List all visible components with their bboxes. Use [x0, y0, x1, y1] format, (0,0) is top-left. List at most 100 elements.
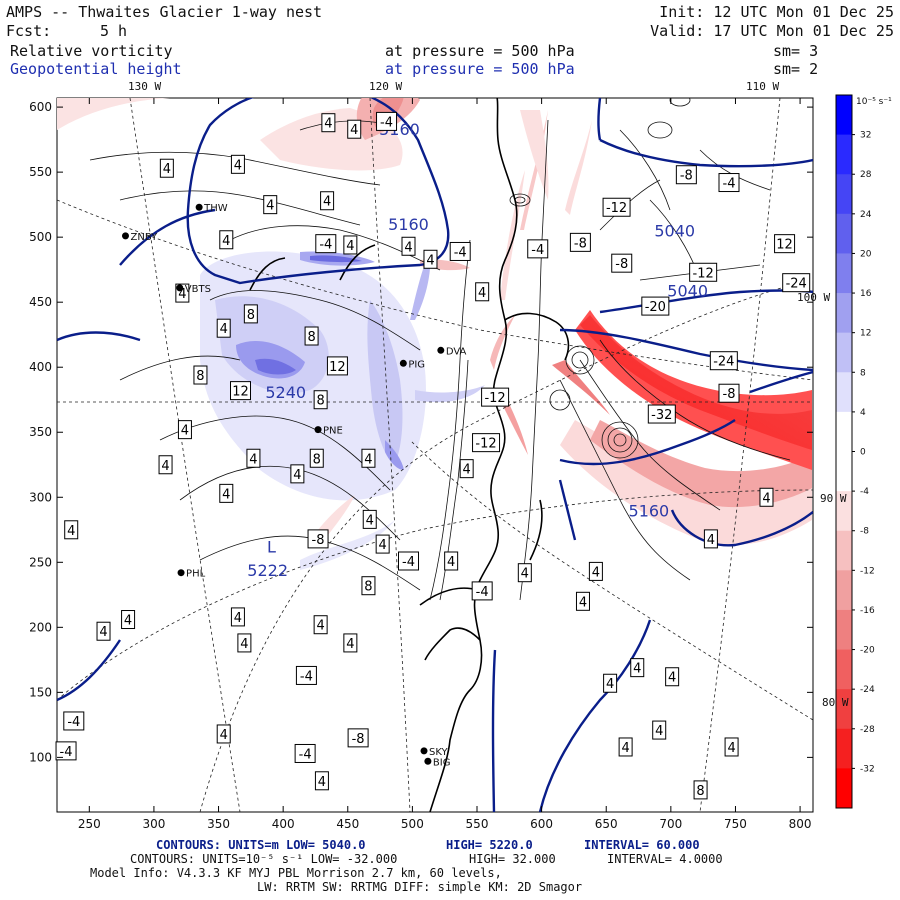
vorticity-label-text: 8 [313, 452, 321, 467]
vorticity-label-box [449, 241, 471, 261]
vorticity-label: -4 [295, 665, 317, 685]
vorticity-label: -4 [376, 111, 398, 131]
vorticity-label-box [294, 743, 316, 763]
vorticity-label: 8 [361, 576, 376, 596]
x-tick-label: 450 [336, 817, 359, 831]
vorticity-label-text: 4 [324, 117, 332, 132]
vorticity-label-box [64, 520, 79, 540]
low-center-marker: L [267, 538, 276, 557]
height-contours [57, 98, 813, 812]
vorticity-label-box [569, 232, 591, 252]
vorticity-label-box [641, 296, 670, 316]
vorticity-label-text: 4 [606, 677, 614, 692]
vorticity-label-text: 4 [318, 775, 326, 790]
colorbar-swatch [836, 411, 852, 452]
vorticity-label-text: 4 [447, 555, 455, 570]
vorticity-label-box [321, 113, 336, 133]
vorticity-label-box [423, 249, 438, 269]
vorticity-label-text: 12 [776, 238, 793, 253]
vorticity-label-text: 4 [521, 567, 529, 582]
vorticity-label-text: 4 [124, 614, 132, 629]
vorticity-label: 4 [618, 737, 633, 757]
colorbar-tick-label: -20 [860, 646, 875, 656]
vorticity-label: 4 [575, 591, 590, 611]
vorticity-label: 8 [313, 390, 328, 410]
vorticity-label-box [376, 111, 398, 131]
colorbar-tick-label: -16 [860, 606, 875, 616]
vorticity-label-box [343, 633, 358, 653]
colorbar-swatch [836, 689, 852, 730]
lon-label-80w: 80 W [822, 696, 849, 709]
x-tick-label: 250 [78, 817, 101, 831]
vorticity-label-text: -8 [352, 732, 365, 747]
station-marker: PNE [314, 426, 343, 437]
vorticity-label-box [320, 191, 335, 211]
vorticity-label-text: -12 [606, 201, 627, 216]
vorticity-label-box [243, 304, 258, 324]
station-marker: DVA [437, 346, 467, 357]
vorticity-label: -4 [527, 239, 549, 259]
station-dot [121, 232, 129, 240]
vorticity-label-box [693, 780, 708, 800]
height-label: 5040 [667, 281, 708, 300]
vorticity-label-box [718, 173, 740, 193]
vorticity-label-text: 4 [478, 286, 486, 301]
vorticity-label-text: -4 [299, 747, 312, 762]
vorticity-label: 4 [96, 621, 111, 641]
vorticity-label-text: 4 [366, 513, 374, 528]
station-label: ZNBY [130, 232, 158, 243]
vorticity-label-text: 4 [220, 322, 228, 337]
vorticity-label: 4 [216, 724, 231, 744]
station-label: PIG [408, 359, 425, 370]
vorticity-label-text: -8 [680, 169, 693, 184]
field1-smoothing: sm= 3 [773, 42, 819, 60]
vorticity-label: -4 [449, 241, 471, 261]
vorticity-label-box [782, 273, 811, 293]
station-marker: PIG [399, 359, 425, 370]
vorticity-label-box [703, 529, 718, 549]
vorticity-label-box [159, 158, 174, 178]
y-tick-label: 550 [29, 165, 52, 179]
vorticity-label: -12 [689, 262, 718, 282]
height-label: 5160 [388, 215, 429, 234]
y-tick-label: 200 [29, 620, 52, 634]
x-tick-label: 800 [789, 817, 812, 831]
vorticity-label-box [307, 529, 329, 549]
vorticity-label: 4 [375, 534, 390, 554]
vorticity-label-box [472, 433, 501, 453]
vorticity-label-text: 4 [67, 524, 75, 539]
colorbar-swatch [836, 728, 852, 769]
vorticity-label-text: 4 [266, 199, 274, 214]
vorticity-label-text: 4 [727, 741, 735, 756]
vorticity-label-box [361, 448, 376, 468]
vorticity-contours [89, 98, 791, 601]
y-tick-label: 250 [29, 555, 52, 569]
vorticity-label-text: 4 [579, 595, 587, 610]
colorbar-swatch [836, 95, 852, 136]
vorticity-label: 8 [309, 448, 324, 468]
vorticity-label-text: 4 [222, 234, 230, 249]
colorbar-tick-label: -8 [860, 527, 869, 537]
vorticity-label-box [475, 282, 490, 302]
colorbar-unit: 10⁻⁵ s⁻¹ [856, 97, 892, 107]
colorbar-tick-label: 8 [860, 368, 866, 378]
vorticity-label: 4 [759, 487, 774, 507]
vorticity-label-box [647, 404, 676, 424]
vorticity-label-text: -4 [380, 115, 393, 130]
vorticity-label-text: -4 [319, 238, 332, 253]
vorticity-label-text: 4 [379, 538, 387, 553]
vorticity-label-text: 4 [346, 239, 354, 254]
vorticity-label: 4 [652, 720, 667, 740]
vorticity-label: 4 [630, 658, 645, 678]
vorticity-label-box [193, 365, 208, 385]
field2-smoothing: sm= 2 [773, 60, 819, 78]
vorticity-label-box [689, 262, 718, 282]
vorticity-label-box [295, 665, 317, 685]
vorticity-label: 4 [703, 529, 718, 549]
station-dot [424, 757, 432, 765]
vorticity-label: 4 [216, 318, 231, 338]
graticule [57, 98, 813, 812]
vorticity-label-text: 8 [696, 784, 704, 799]
vorticity-label-box [246, 448, 261, 468]
vorticity-label-text: -4 [402, 555, 415, 570]
